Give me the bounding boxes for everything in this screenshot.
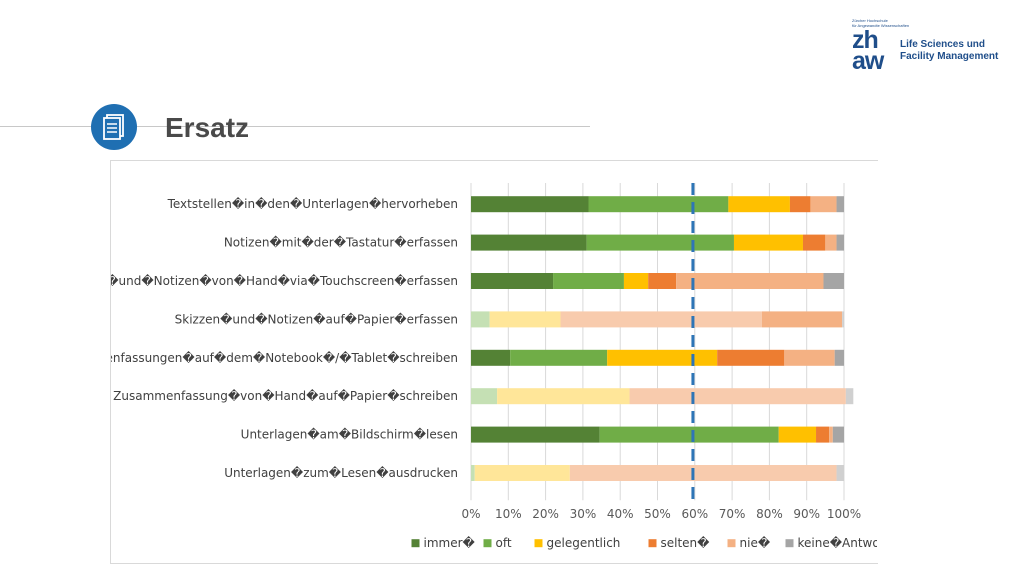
- y-category-label: Notizen�mit�der�Tastatur�erfassen: [224, 236, 458, 250]
- y-category-label: Unterlagen�zum�Lesen�ausdrucken: [224, 466, 458, 480]
- x-tick-label: 50%: [644, 507, 671, 521]
- bar-segment: [836, 465, 844, 481]
- stacked-bar-chart: 0% 10% 20% 30% 40% 50% 60% 70% 80% 90% 100% Textste…: [111, 183, 878, 550]
- legend-swatch: [411, 539, 420, 548]
- bar-segment: [471, 388, 498, 405]
- logo-small-text: Zürcher Hochschule für Angewandte Wissen…: [852, 18, 910, 28]
- legend-label: immer�: [424, 536, 476, 550]
- bar-segment: [471, 349, 511, 366]
- bar-segment: [810, 196, 837, 213]
- bar-segment: [832, 426, 844, 443]
- bar-segment: [761, 311, 843, 328]
- bar-segment: [588, 196, 729, 213]
- legend-swatch: [534, 539, 543, 548]
- logo-mark: zh aw: [852, 26, 884, 75]
- bar-segment: [717, 349, 785, 366]
- legend-swatch: [727, 539, 736, 548]
- bar-segment: [489, 311, 561, 328]
- bar-segment: [471, 426, 600, 443]
- y-category-label: Skizzen�und�Notizen�auf�Papier�erfassen: [175, 312, 458, 326]
- legend-label: gelegentlich: [547, 536, 621, 550]
- bar-segment: [623, 273, 649, 289]
- x-tick-label: 20%: [532, 507, 559, 521]
- bar-segment: [474, 465, 570, 481]
- legend-swatch: [483, 539, 492, 548]
- document-icon: [91, 104, 137, 150]
- x-tick-label: 100%: [827, 507, 861, 521]
- y-category-label: Zusammenfassungen�auf�dem�Notebook�/�Tab…: [111, 351, 458, 365]
- bar-segment: [823, 273, 844, 289]
- bar-segment: [471, 465, 475, 481]
- bar-segment: [845, 388, 854, 405]
- legend-label: keine�Antwort: [798, 536, 878, 550]
- page-title: Ersatz: [165, 112, 250, 143]
- bar-segment: [728, 196, 790, 213]
- bar-segment: [829, 426, 833, 443]
- bar-segment: [471, 234, 587, 251]
- header-divider: [0, 126, 590, 127]
- bar-segment: [569, 465, 837, 481]
- y-category-label: Unterlagen�am�Bildschirm�lesen: [241, 428, 458, 442]
- bar-segment: [510, 349, 608, 366]
- bar-segment: [802, 234, 826, 251]
- x-tick-label: 70%: [719, 507, 746, 521]
- x-tick-label: 40%: [607, 507, 634, 521]
- legend-label: oft: [496, 536, 512, 550]
- bar-segment: [471, 196, 589, 213]
- chart-area: 0% 10% 20% 30% 40% 50% 60% 70% 80% 90% 100% Textste…: [110, 160, 878, 564]
- bar-segment: [586, 234, 734, 251]
- bar-segment: [836, 234, 844, 251]
- bar-segment: [778, 426, 817, 443]
- bar-segment: [497, 388, 630, 405]
- bar-segment: [629, 388, 846, 405]
- legend-swatch: [648, 539, 657, 548]
- bar-segment: [553, 273, 624, 289]
- x-tick-label: 10%: [495, 507, 522, 521]
- legend-swatch: [785, 539, 794, 548]
- bar-segment: [471, 273, 554, 289]
- y-category-label: Zusammenfassung�von�Hand�auf�Papier�schr…: [113, 389, 458, 403]
- bar-segment: [560, 311, 762, 328]
- bar-segment: [599, 426, 779, 443]
- x-tick-label: 60%: [681, 507, 708, 521]
- x-tick-label: 0%: [461, 507, 480, 521]
- zhaw-logo: Zürcher Hochschule für Angewandte Wissen…: [850, 18, 1015, 80]
- logo-unit-name: Life Sciences und Facility Management: [900, 39, 999, 62]
- bar-segment: [733, 234, 803, 251]
- y-category-label: Skizzen�und�Notizen�von�Hand�via�Touchsc…: [111, 274, 458, 288]
- bar-segment: [607, 349, 718, 366]
- legend-label: nie�: [740, 536, 771, 550]
- bar-segment: [834, 349, 844, 366]
- bar-segment: [471, 311, 490, 328]
- y-category-label: Textstellen�in�den�Unterlagen�hervorhebe…: [167, 197, 458, 211]
- x-tick-label: 90%: [793, 507, 820, 521]
- bar-segment: [842, 311, 844, 328]
- bar-segment: [648, 273, 677, 289]
- x-tick-label: 30%: [570, 507, 597, 521]
- x-tick-label: 80%: [756, 507, 783, 521]
- bar-segment: [789, 196, 811, 213]
- bar-segment: [676, 273, 824, 289]
- bar-segment: [784, 349, 835, 366]
- bar-segment: [825, 234, 837, 251]
- bar-segment: [836, 196, 844, 213]
- legend-label: selten�: [661, 536, 711, 550]
- bar-segment: [816, 426, 830, 443]
